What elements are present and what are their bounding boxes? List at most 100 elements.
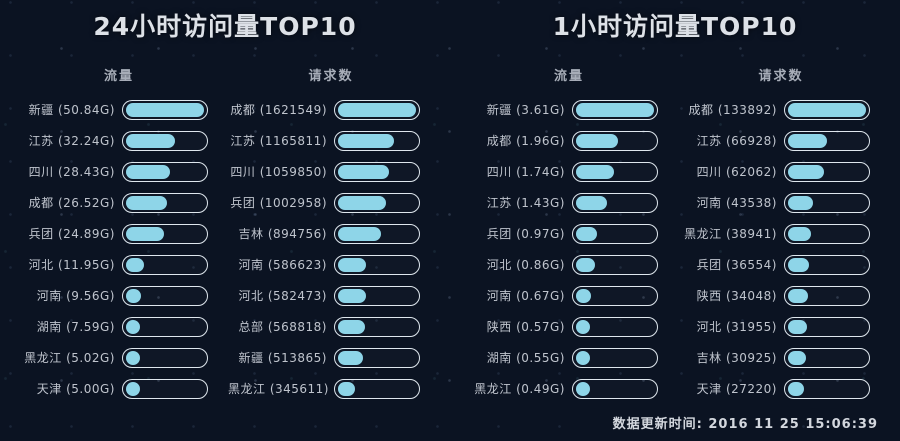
row-label: 成都 (1.96G) bbox=[486, 134, 565, 148]
bar-fill bbox=[338, 164, 389, 179]
bar-track bbox=[572, 347, 658, 368]
column-requests: 请求数 成都 (1621549) 江苏 (1165811) 四川 (1059850) 兵… bbox=[228, 68, 434, 404]
chart-row: 四川 (1.74G) bbox=[466, 156, 672, 187]
chart-row: 湖南 (7.59G) bbox=[16, 311, 222, 342]
bar-fill bbox=[576, 288, 591, 303]
column-traffic: 流量新疆 (3.61G) 成都 (1.96G) 四川 (1.74G) 江苏 (1.43… bbox=[466, 68, 672, 404]
chart-row: 成都 (133892) bbox=[678, 94, 884, 125]
chart-row: 河南 (43538) bbox=[678, 187, 884, 218]
panel-columns: 流量 新疆 (50.84G) 江苏 (32.24G) 四川 (28.43G) 成都 (2… bbox=[0, 68, 450, 404]
bar-track bbox=[572, 316, 658, 337]
bar-track bbox=[572, 161, 658, 182]
chart-row: 江苏 (1165811) bbox=[228, 125, 434, 156]
bar-track bbox=[572, 130, 658, 151]
row-label: 河北 (0.86G) bbox=[486, 258, 565, 272]
row-label: 河北 (582473) bbox=[238, 289, 327, 303]
bar-track bbox=[122, 99, 208, 120]
row-label: 陕西 (34048) bbox=[696, 289, 777, 303]
bar-track bbox=[334, 223, 420, 244]
bar-fill bbox=[788, 102, 866, 117]
chart-row: 四川 (62062) bbox=[678, 156, 884, 187]
bar-fill bbox=[788, 381, 804, 396]
bar-fill bbox=[788, 195, 814, 210]
row-label: 江苏 (32.24G) bbox=[28, 134, 115, 148]
bar-track bbox=[122, 285, 208, 306]
row-label: 新疆 (513865) bbox=[238, 351, 327, 365]
bar-fill bbox=[338, 319, 366, 334]
bar-fill bbox=[576, 226, 597, 241]
bar-track bbox=[122, 223, 208, 244]
row-label: 湖南 (0.55G) bbox=[486, 351, 565, 365]
row-label: 兵团 (0.97G) bbox=[486, 227, 565, 241]
panel-title: 24小时访问量TOP10 bbox=[93, 12, 357, 41]
bar-track bbox=[122, 130, 208, 151]
bar-fill bbox=[576, 350, 590, 365]
row-label: 新疆 (50.84G) bbox=[28, 103, 115, 117]
column-header-requests: 请求数 bbox=[308, 69, 354, 84]
bar-fill bbox=[576, 257, 595, 272]
row-label: 黑龙江 (38941) bbox=[684, 227, 777, 241]
chart-row: 总部 (568818) bbox=[228, 311, 434, 342]
bar-fill bbox=[338, 288, 366, 303]
bar-fill bbox=[126, 226, 165, 241]
bar-track bbox=[784, 378, 870, 399]
bar-fill bbox=[126, 133, 176, 148]
row-label: 吉林 (30925) bbox=[696, 351, 777, 365]
bar-fill bbox=[126, 288, 141, 303]
bar-track bbox=[334, 316, 420, 337]
row-label: 天津 (5.00G) bbox=[36, 382, 115, 396]
bar-track bbox=[572, 378, 658, 399]
row-label: 四川 (62062) bbox=[696, 165, 777, 179]
chart-row: 吉林 (894756) bbox=[228, 218, 434, 249]
bar-fill bbox=[788, 319, 807, 334]
bar-track bbox=[572, 192, 658, 213]
bar-track bbox=[334, 99, 420, 120]
chart-row: 新疆 (513865) bbox=[228, 342, 434, 373]
bar-fill bbox=[126, 257, 145, 272]
chart-row: 兵团 (36554) bbox=[678, 249, 884, 280]
panel-columns: 流量新疆 (3.61G) 成都 (1.96G) 四川 (1.74G) 江苏 (1.43… bbox=[450, 68, 900, 404]
chart-row: 吉林 (30925) bbox=[678, 342, 884, 373]
row-label: 河北 (11.95G) bbox=[28, 258, 115, 272]
bar-fill bbox=[126, 195, 167, 210]
bar-track bbox=[572, 285, 658, 306]
chart-row: 河南 (0.67G) bbox=[466, 280, 672, 311]
bar-fill bbox=[788, 133, 827, 148]
bar-track bbox=[122, 254, 208, 275]
row-label: 江苏 (1.43G) bbox=[486, 196, 565, 210]
row-label: 黑龙江 (0.49G) bbox=[474, 382, 565, 396]
bar-track bbox=[572, 99, 658, 120]
bar-fill bbox=[126, 102, 204, 117]
row-label: 黑龙江 (5.02G) bbox=[24, 351, 115, 365]
column-header-traffic: 流量 bbox=[553, 69, 584, 84]
chart-row: 黑龙江 (0.49G) bbox=[466, 373, 672, 404]
chart-row: 湖南 (0.55G) bbox=[466, 342, 672, 373]
chart-row: 新疆 (50.84G) bbox=[16, 94, 222, 125]
bar-fill bbox=[788, 164, 825, 179]
chart-row: 兵团 (0.97G) bbox=[466, 218, 672, 249]
chart-row: 成都 (1.96G) bbox=[466, 125, 672, 156]
chart-row: 天津 (27220) bbox=[678, 373, 884, 404]
row-label: 江苏 (66928) bbox=[696, 134, 777, 148]
bar-track bbox=[334, 192, 420, 213]
bar-fill bbox=[788, 350, 807, 365]
bar-fill bbox=[126, 164, 170, 179]
panel-1h: 1小时访问量TOP10 流量 新疆 (3.61G) 成都 (1.96G) 四川 (1.7… bbox=[450, 0, 900, 441]
bar-track bbox=[784, 192, 870, 213]
bar-track bbox=[784, 347, 870, 368]
row-label: 新疆 (3.61G) bbox=[486, 103, 565, 117]
bar-fill bbox=[576, 164, 614, 179]
data-update-time: 数据更新时间: 2016 11 25 15:06:39 bbox=[612, 417, 878, 432]
bar-fill bbox=[338, 381, 355, 396]
bar-fill bbox=[338, 133, 395, 148]
bar-fill bbox=[576, 381, 590, 396]
row-label: 河南 (586623) bbox=[238, 258, 327, 272]
chart-row: 黑龙江 (345611) bbox=[228, 373, 434, 404]
chart-row: 陕西 (34048) bbox=[678, 280, 884, 311]
bar-track bbox=[572, 223, 658, 244]
chart-row: 江苏 (32.24G) bbox=[16, 125, 222, 156]
chart-row: 河北 (0.86G) bbox=[466, 249, 672, 280]
bar-fill bbox=[576, 195, 607, 210]
row-label: 河北 (31955) bbox=[696, 320, 777, 334]
